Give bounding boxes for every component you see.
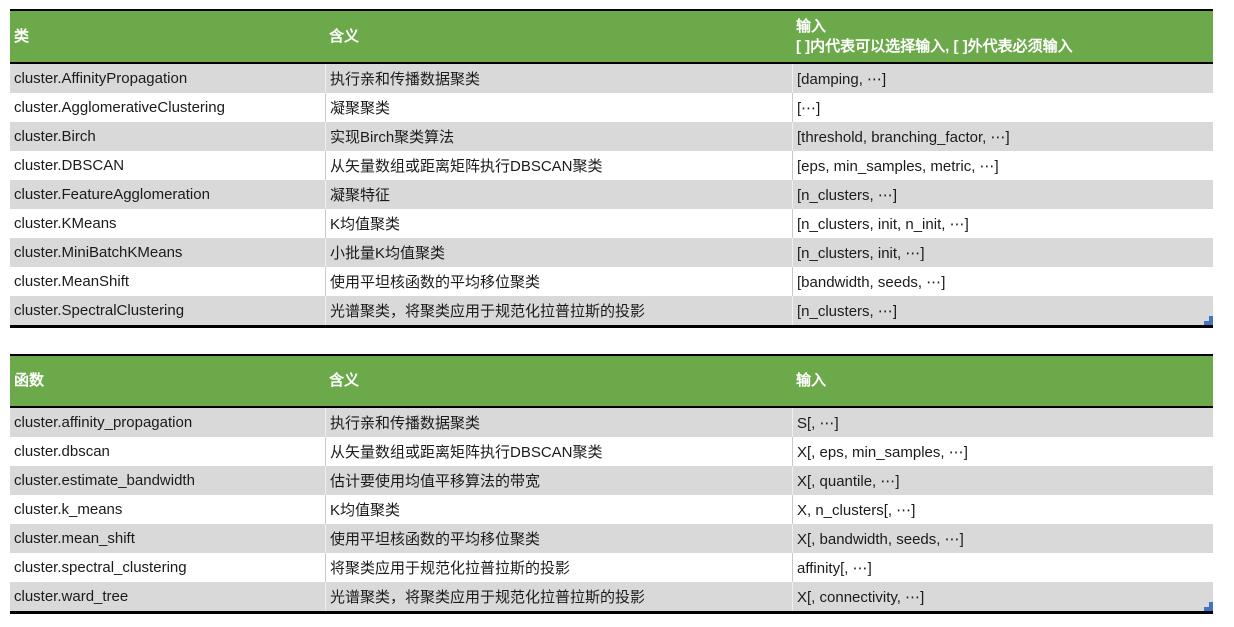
header-cell-meaning[interactable]: 含义: [325, 356, 792, 406]
input-cell[interactable]: affinity[, ⋯]: [792, 553, 1213, 582]
header-label: 含义: [329, 372, 360, 390]
table-resize-handle[interactable]: [1204, 602, 1213, 611]
header-cell-function[interactable]: 函数: [10, 356, 325, 406]
table-row: cluster.estimate_bandwidth 估计要使用均值平移算法的带宽…: [10, 466, 1213, 495]
meaning-cell[interactable]: 实现Birch聚类算法: [325, 122, 792, 151]
input-cell[interactable]: X[, quantile, ⋯]: [792, 466, 1213, 495]
input-cell[interactable]: X, n_clusters[, ⋯]: [792, 495, 1213, 524]
class-table-header-row: 类 含义 输入 [ ]内代表可以选择输入, [ ]外代表必须输入: [10, 11, 1213, 64]
function-table-header-row: 函数 含义 输入: [10, 356, 1213, 408]
input-cell[interactable]: [threshold, branching_factor, ⋯]: [792, 122, 1213, 151]
function-table-body: cluster.affinity_propagation 执行亲和传播数据聚类 S[…: [10, 408, 1213, 611]
table-row: cluster.MeanShift 使用平坦核函数的平均移位聚类 [bandwidt…: [10, 267, 1213, 296]
table-row: cluster.FeatureAgglomeration 凝聚特征 [n_clust…: [10, 180, 1213, 209]
name-cell[interactable]: cluster.estimate_bandwidth: [14, 472, 195, 489]
input-cell[interactable]: X[, connectivity, ⋯]: [792, 582, 1213, 611]
header-label: 函数: [14, 372, 45, 390]
name-cell[interactable]: cluster.k_means: [14, 501, 123, 518]
header-label: 含义: [329, 27, 360, 45]
input-cell[interactable]: [n_clusters, init, n_init, ⋯]: [792, 209, 1213, 238]
meaning-cell[interactable]: 使用平坦核函数的平均移位聚类: [325, 267, 792, 296]
meaning-cell[interactable]: 执行亲和传播数据聚类: [325, 408, 792, 437]
meaning-cell[interactable]: 从矢量数组或距离矩阵执行DBSCAN聚类: [325, 151, 792, 180]
name-cell[interactable]: cluster.MeanShift: [14, 273, 130, 290]
table-row: cluster.affinity_propagation 执行亲和传播数据聚类 S[…: [10, 408, 1213, 437]
class-table-body: cluster.AffinityPropagation 执行亲和传播数据聚类 [da…: [10, 64, 1213, 325]
header-label: 输入: [796, 18, 827, 35]
name-cell[interactable]: cluster.AffinityPropagation: [14, 70, 188, 87]
table-row: cluster.k_means K均值聚类 X, n_clusters[, ⋯]: [10, 495, 1213, 524]
table-row: cluster.DBSCAN 从矢量数组或距离矩阵执行DBSCAN聚类 [eps, …: [10, 151, 1213, 180]
input-cell[interactable]: [⋯]: [792, 93, 1213, 122]
meaning-cell[interactable]: 估计要使用均值平移算法的带宽: [325, 466, 792, 495]
input-cell[interactable]: S[, ⋯]: [792, 408, 1213, 437]
name-cell[interactable]: cluster.DBSCAN: [14, 157, 125, 174]
name-cell[interactable]: cluster.FeatureAgglomeration: [14, 186, 210, 203]
header-cell-input[interactable]: 输入 [ ]内代表可以选择输入, [ ]外代表必须输入: [792, 11, 1213, 62]
function-table: 函数 含义 输入 cluster.affinity_propagation 执行亲…: [10, 354, 1213, 614]
table-row: cluster.MiniBatchKMeans 小批量K均值聚类 [n_cluste…: [10, 238, 1213, 267]
meaning-cell[interactable]: 执行亲和传播数据聚类: [325, 64, 792, 93]
table-row: cluster.KMeans K均值聚类 [n_clusters, init, n_…: [10, 209, 1213, 238]
input-cell[interactable]: X[, eps, min_samples, ⋯]: [792, 437, 1213, 466]
name-cell[interactable]: cluster.Birch: [14, 128, 96, 145]
meaning-cell[interactable]: 将聚类应用于规范化拉普拉斯的投影: [325, 553, 792, 582]
input-cell[interactable]: X[, bandwidth, seeds, ⋯]: [792, 524, 1213, 553]
meaning-cell[interactable]: 从矢量数组或距离矩阵执行DBSCAN聚类: [325, 437, 792, 466]
name-cell[interactable]: cluster.SpectralClustering: [14, 302, 185, 319]
meaning-cell[interactable]: 光谱聚类，将聚类应用于规范化拉普拉斯的投影: [325, 582, 792, 611]
meaning-cell[interactable]: K均值聚类: [325, 209, 792, 238]
table-row: cluster.mean_shift 使用平坦核函数的平均移位聚类 X[, band…: [10, 524, 1213, 553]
table-row: cluster.Birch 实现Birch聚类算法 [threshold, bran…: [10, 122, 1213, 151]
table-row: cluster.dbscan 从矢量数组或距离矩阵执行DBSCAN聚类 X[, ep…: [10, 437, 1213, 466]
table-row: cluster.AgglomerativeClustering 凝聚聚类 [⋯]: [10, 93, 1213, 122]
name-cell[interactable]: cluster.AgglomerativeClustering: [14, 99, 225, 116]
header-cell-meaning[interactable]: 含义: [325, 11, 792, 62]
header-sublabel: [ ]内代表可以选择输入, [ ]外代表必须输入: [796, 37, 1073, 55]
table-row: cluster.SpectralClustering 光谱聚类，将聚类应用于规范化…: [10, 296, 1213, 325]
table-resize-handle[interactable]: [1204, 316, 1213, 325]
name-cell[interactable]: cluster.MiniBatchKMeans: [14, 244, 183, 261]
meaning-cell[interactable]: K均值聚类: [325, 495, 792, 524]
header-cell-class[interactable]: 类: [10, 11, 325, 62]
name-cell[interactable]: cluster.KMeans: [14, 215, 117, 232]
input-cell[interactable]: [n_clusters, init, ⋯]: [792, 238, 1213, 267]
header-label: 输入: [796, 372, 827, 390]
input-cell[interactable]: [eps, min_samples, metric, ⋯]: [792, 151, 1213, 180]
header-label: 类: [14, 27, 30, 45]
meaning-cell[interactable]: 使用平坦核函数的平均移位聚类: [325, 524, 792, 553]
meaning-cell[interactable]: 小批量K均值聚类: [325, 238, 792, 267]
name-cell[interactable]: cluster.spectral_clustering: [14, 559, 187, 576]
input-cell[interactable]: [bandwidth, seeds, ⋯]: [792, 267, 1213, 296]
input-cell[interactable]: [damping, ⋯]: [792, 64, 1213, 93]
table-row: cluster.spectral_clustering 将聚类应用于规范化拉普拉斯…: [10, 553, 1213, 582]
meaning-cell[interactable]: 光谱聚类，将聚类应用于规范化拉普拉斯的投影: [325, 296, 792, 325]
name-cell[interactable]: cluster.ward_tree: [14, 588, 129, 605]
class-table: 类 含义 输入 [ ]内代表可以选择输入, [ ]外代表必须输入 cluster…: [10, 9, 1213, 328]
header-cell-input[interactable]: 输入: [792, 356, 1213, 406]
name-cell[interactable]: cluster.dbscan: [14, 443, 110, 460]
meaning-cell[interactable]: 凝聚聚类: [325, 93, 792, 122]
name-cell[interactable]: cluster.mean_shift: [14, 530, 135, 547]
input-cell[interactable]: [n_clusters, ⋯]: [792, 180, 1213, 209]
input-cell[interactable]: [n_clusters, ⋯]: [792, 296, 1213, 325]
meaning-cell[interactable]: 凝聚特征: [325, 180, 792, 209]
spreadsheet-tables-view: 类 含义 输入 [ ]内代表可以选择输入, [ ]外代表必须输入 cluster…: [10, 9, 1213, 614]
table-row: cluster.AffinityPropagation 执行亲和传播数据聚类 [da…: [10, 64, 1213, 93]
table-row: cluster.ward_tree 光谱聚类，将聚类应用于规范化拉普拉斯的投影 X[…: [10, 582, 1213, 611]
name-cell[interactable]: cluster.affinity_propagation: [14, 414, 193, 431]
